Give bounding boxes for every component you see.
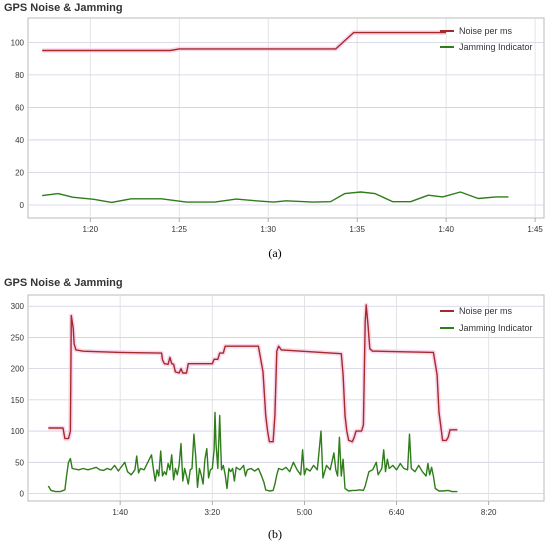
chart-b-svg: 0 50 100 150 200 250 300 1:40 3:20 5:00 6:40 8:20 No… [11,294,545,515]
y-tick-label: 0 [20,490,25,499]
chart-panel-a: GPS Noise & Jamming 0 20 40 60 80 100 1:20 1:25… [0,0,550,240]
plot-area [27,17,545,219]
chart-title: GPS Noise & Jamming [4,277,123,289]
chart-a-svg: 0 20 40 60 80 100 1:20 1:25 1:30 1:35 1:40 1:45 Nois… [11,17,545,234]
x-tick-label: 8:20 [481,508,497,515]
x-tick-label: 1:25 [171,225,187,234]
chart-panel-b: GPS Noise & Jamming 0 50 100 150 200 250 300 1:… [0,275,550,515]
plot-area [27,294,545,502]
y-tick-label: 0 [20,201,25,210]
y-tick-label: 200 [11,365,25,374]
y-tick-label: 300 [11,302,25,311]
series-line-noise [42,31,447,52]
x-tick-label: 1:45 [527,225,543,234]
x-tick-label: 1:40 [438,225,454,234]
legend-label: Noise per ms [459,306,513,316]
legend-label: Noise per ms [459,26,513,36]
y-tick-label: 100 [11,427,25,436]
x-tick-label: 1:30 [260,225,276,234]
series-glow [42,30,447,53]
y-tick-label: 80 [15,71,24,80]
x-tick-label: 5:00 [297,508,313,515]
chart-title: GPS Noise & Jamming [4,2,123,14]
caption-b: (b) [268,527,282,541]
series-line-noise [48,304,458,443]
y-tick-label: 60 [15,103,24,112]
y-tick-label: 20 [15,168,24,177]
series-glow [48,302,458,444]
x-tick-label: 1:20 [82,225,98,234]
legend-label: Jamming Indicator [459,42,533,52]
y-tick-label: 50 [15,458,24,467]
y-tick-label: 100 [11,38,25,47]
x-tick-label: 6:40 [389,508,405,515]
x-tick-label: 3:20 [204,508,220,515]
y-tick-label: 250 [11,333,25,342]
caption-a: (a) [268,246,282,260]
legend-label: Jamming Indicator [459,323,533,333]
x-tick-label: 1:35 [349,225,365,234]
y-tick-label: 40 [15,136,24,145]
series-line-jamming [42,191,509,204]
x-tick-label: 1:40 [112,508,128,515]
y-tick-label: 150 [11,396,25,405]
series-line-jamming [47,411,458,493]
